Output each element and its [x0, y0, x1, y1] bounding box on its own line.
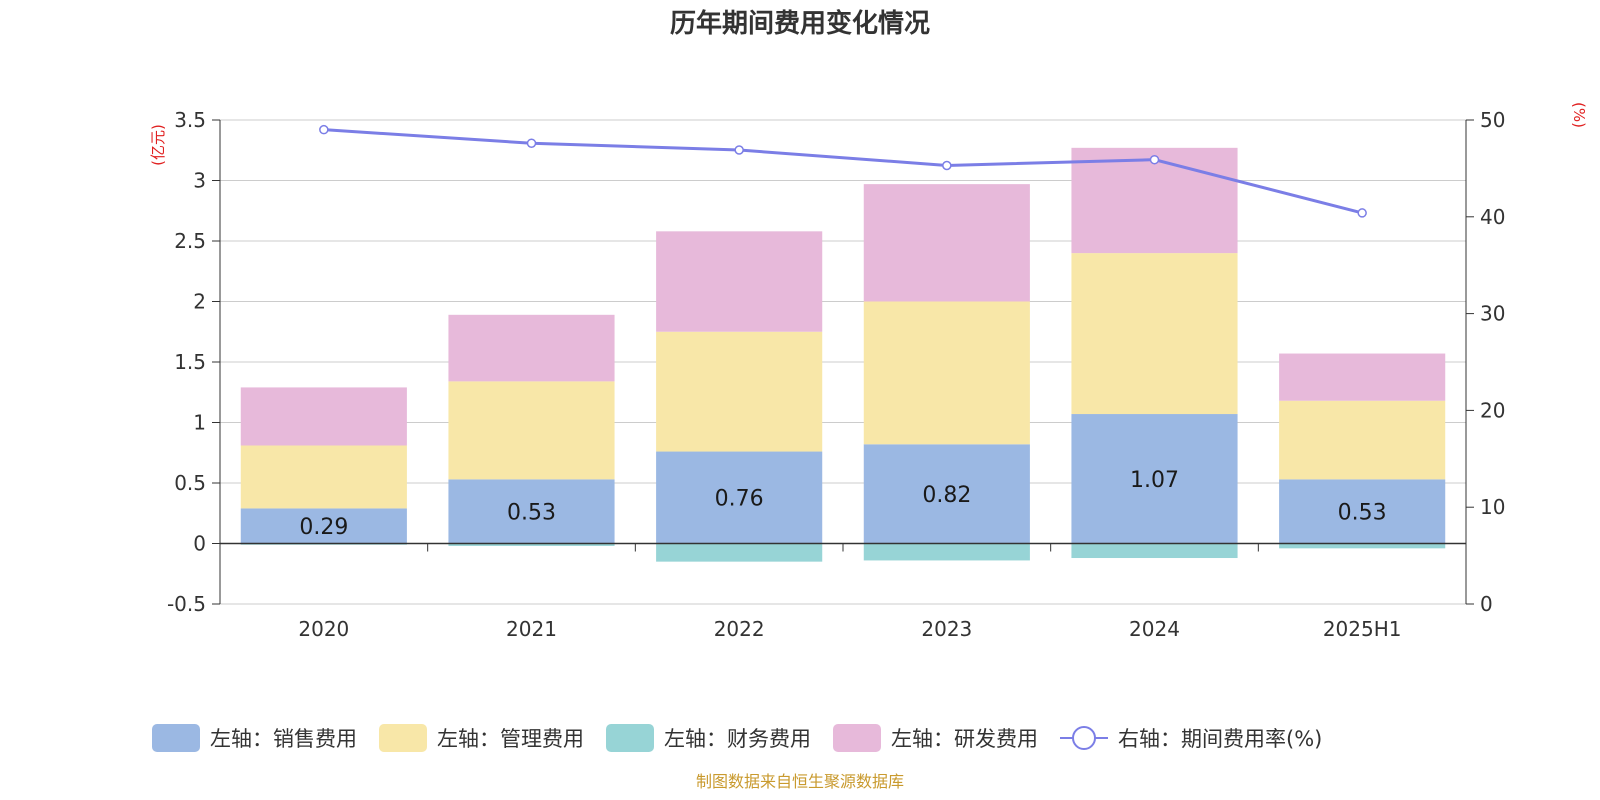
left-axis-tick-label: 1.5 [174, 350, 206, 374]
x-axis-tick-label: 2025H1 [1323, 617, 1402, 641]
right-axis-tick-label: 10 [1480, 495, 1505, 519]
bar-segment [656, 543, 823, 562]
data-label: 0.53 [507, 500, 556, 525]
legend-label: 左轴：研发费用 [891, 727, 1038, 751]
left-axis-tick-label: 0 [193, 532, 206, 556]
legend-label: 左轴：销售费用 [210, 727, 357, 751]
right-axis-tick-label: 20 [1480, 398, 1505, 422]
bar-segment [1279, 479, 1446, 544]
bar-segment [240, 508, 407, 544]
data-label: 0.82 [922, 483, 971, 508]
bar-segment [656, 451, 823, 544]
rate-point [526, 138, 537, 148]
bar-segment [1071, 543, 1238, 559]
x-axis-tick-label: 2022 [714, 617, 765, 641]
bar-segment [448, 479, 615, 544]
x-axis-tick-label: 2021 [506, 617, 557, 641]
data-label: 1.07 [1130, 468, 1179, 493]
rate-line [323, 128, 1363, 215]
data-label: 0.76 [715, 487, 764, 512]
data-label: 0.29 [299, 515, 348, 540]
bar-segment [1279, 353, 1446, 401]
bar-series [240, 147, 1446, 562]
legend-label: 左轴：财务费用 [664, 727, 811, 751]
left-axis-tick-label: 3 [193, 169, 206, 193]
legend-swatch [379, 724, 427, 752]
bar-segment [240, 445, 407, 509]
data-label: 0.53 [1338, 500, 1387, 525]
bar-segment [240, 387, 407, 446]
left-axis-tick-label: -0.5 [167, 592, 206, 616]
legend-label: 左轴：管理费用 [437, 727, 584, 751]
left-axis-tick-label: 2 [193, 290, 206, 314]
bar-segment [448, 314, 615, 382]
legend-marker [1072, 726, 1096, 750]
line-series [319, 124, 1367, 218]
bar-segment [1279, 400, 1446, 480]
right-axis-tick-label: 0 [1480, 592, 1493, 616]
chart-title: 历年期间费用变化情况 [670, 8, 930, 39]
left-axis-tick-label: 3.5 [174, 108, 206, 132]
legend-label: 右轴：期间费用率(%) [1118, 727, 1322, 751]
rate-point [942, 160, 952, 171]
bar-segment [1071, 253, 1238, 415]
left-axis-tick-label: 1 [193, 411, 206, 435]
bar-segment [863, 444, 1030, 544]
bar-segment [863, 543, 1030, 561]
bar-segment [1071, 414, 1238, 544]
right-axis-tick-label: 30 [1480, 302, 1505, 326]
legend: 左轴：销售费用 左轴：管理费用 左轴：财务费用 左轴：研发费用 右轴：期间费用率(%) [152, 724, 1322, 752]
right-axis-unit: (%) [1570, 102, 1588, 128]
right-axis-tick-label: 50 [1480, 108, 1505, 132]
bar-segment [656, 231, 823, 332]
x-axis-tick-label: 2024 [1129, 617, 1180, 641]
data-labels: 0.29 0.53 0.76 0.82 1.07 0.53 [299, 468, 1386, 540]
bar-segment [863, 184, 1030, 302]
bar-segment [863, 301, 1030, 445]
bar-segment [656, 331, 823, 452]
source-note: 制图数据来自恒生聚源数据库 [696, 772, 904, 791]
bar-segment [448, 381, 615, 480]
rate-point [734, 145, 744, 155]
left-axis-tick-label: 0.5 [174, 471, 206, 495]
left-axis-tick-label: 2.5 [174, 229, 206, 253]
rate-point [319, 124, 329, 135]
bar-segment [1279, 543, 1446, 549]
right-axis-tick-label: 40 [1480, 205, 1505, 229]
axes: -0.5 0 0.5 1 1.5 2 2.5 3 3.5 0 10 20 30 40 50 2020 2021 2… [167, 108, 1505, 641]
legend-swatch [606, 724, 654, 752]
left-axis-unit: (亿元) [149, 124, 167, 166]
rate-point [1149, 154, 1160, 165]
x-axis-tick-label: 2023 [921, 617, 972, 641]
bar-segment [1071, 147, 1238, 254]
rate-point [1357, 208, 1367, 218]
bar-segment [448, 543, 615, 546]
legend-swatch [833, 724, 881, 752]
x-axis-tick-label: 2020 [298, 617, 349, 641]
legend-swatch [152, 724, 200, 752]
